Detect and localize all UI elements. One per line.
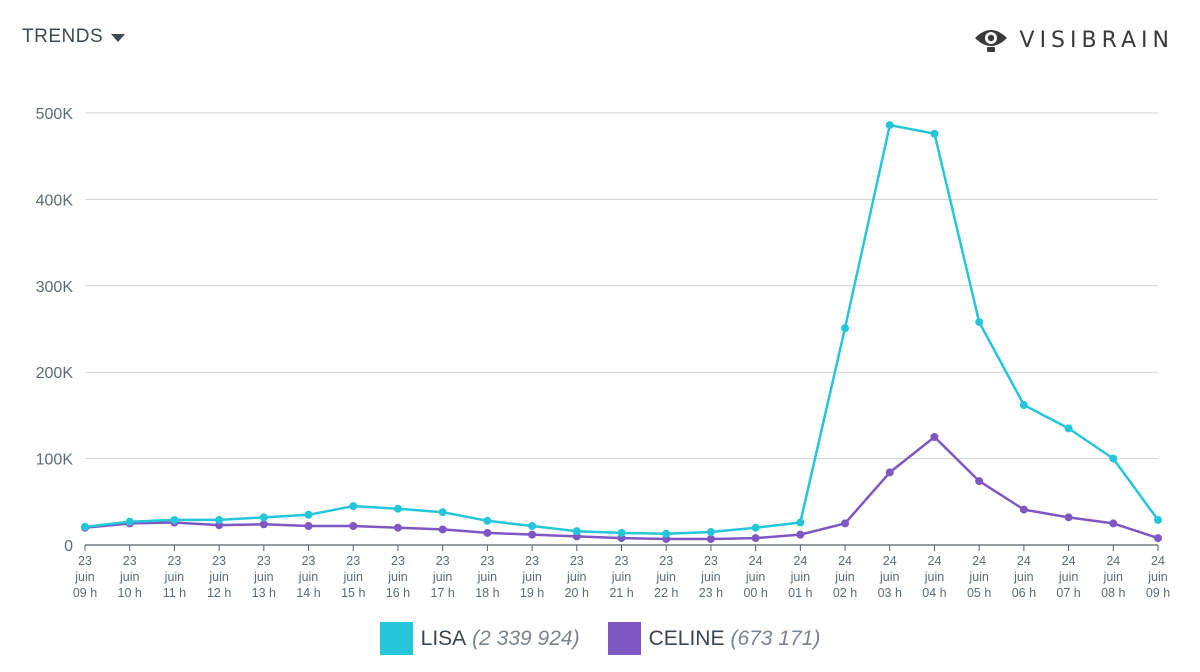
- x-tick-label: 24 juin 07 h: [1056, 554, 1080, 600]
- x-axis: 23 juin 09 h 23 juin 10 h 23 juin 11 h 23 juin 12 h…: [73, 545, 1170, 600]
- data-point-celine[interactable]: [975, 477, 984, 486]
- y-tick-label: 300K: [36, 279, 74, 296]
- legend-swatch-lisa: [379, 622, 413, 655]
- data-point-lisa[interactable]: [349, 502, 358, 511]
- x-tick-label: 23 juin 13 h: [252, 554, 276, 600]
- y-tick-label: 500K: [36, 106, 74, 123]
- data-point-celine[interactable]: [528, 530, 537, 539]
- data-point-celine[interactable]: [304, 521, 313, 530]
- trend-line-chart: 0 100K 200K 300K 400K 500K 23 juin 09 h 23 juin 10…: [36, 106, 1171, 600]
- x-tick-label: 23 juin 11 h: [163, 554, 186, 600]
- x-tick-label: 24 juin 06 h: [1012, 554, 1036, 600]
- x-tick-label: 23 juin 09 h: [73, 554, 97, 600]
- series-line-lisa: [83, 123, 1160, 536]
- series-layer: [81, 121, 1162, 543]
- data-point-lisa[interactable]: [215, 515, 224, 524]
- data-point-celine[interactable]: [259, 520, 268, 529]
- data-point-lisa[interactable]: [483, 516, 492, 525]
- data-point-celine[interactable]: [930, 433, 939, 441]
- legend-item-lisa[interactable]: LISA (2 339 924): [379, 622, 580, 655]
- grid: [85, 112, 1158, 546]
- data-point-lisa[interactable]: [662, 529, 671, 538]
- x-tick-label: 23 juin 21 h: [609, 554, 633, 600]
- eye-icon: [974, 30, 1007, 52]
- x-tick-label: 23 juin 14 h: [296, 554, 320, 600]
- x-tick-label: 23 juin 22 h: [654, 554, 678, 600]
- data-point-celine[interactable]: [438, 525, 447, 534]
- data-point-lisa[interactable]: [1064, 424, 1073, 433]
- data-point-lisa[interactable]: [796, 518, 805, 527]
- data-point-lisa[interactable]: [125, 517, 134, 526]
- x-tick-label: 23 juin 12 h: [207, 554, 231, 600]
- data-point-lisa[interactable]: [1154, 515, 1162, 524]
- x-tick-label: 23 juin 17 h: [430, 554, 454, 600]
- x-tick-label: 23 juin 23 h: [699, 554, 723, 600]
- y-tick-label: 400K: [36, 192, 74, 209]
- x-tick-label: 23 juin 10 h: [118, 554, 142, 600]
- header: TRENDS VISIBRAIN: [0, 0, 1200, 80]
- x-tick-label: 23 juin 18 h: [475, 554, 499, 600]
- x-tick-label: 23 juin 15 h: [341, 554, 365, 600]
- data-point-celine[interactable]: [885, 468, 894, 477]
- data-point-lisa[interactable]: [751, 523, 760, 532]
- x-tick-label: 24 juin 09 h: [1146, 554, 1170, 600]
- brand-name: VISIBRAIN: [1019, 27, 1174, 53]
- data-point-lisa[interactable]: [1019, 401, 1028, 410]
- caret-down-icon: [111, 34, 126, 42]
- legend-name-celine: CELINE: [648, 626, 725, 650]
- trends-menu-label: TRENDS: [22, 26, 104, 47]
- data-point-lisa[interactable]: [1109, 454, 1118, 463]
- y-tick-label: 200K: [36, 365, 74, 382]
- data-point-lisa[interactable]: [572, 527, 581, 536]
- data-point-lisa[interactable]: [393, 504, 402, 513]
- legend-swatch-celine: [607, 622, 641, 655]
- trends-menu[interactable]: TRENDS: [22, 26, 126, 48]
- x-tick-label: 23 juin 20 h: [565, 554, 589, 600]
- data-point-lisa[interactable]: [438, 508, 447, 517]
- data-point-celine[interactable]: [1154, 534, 1162, 543]
- y-axis: 0 100K 200K 300K 400K 500K: [36, 106, 74, 555]
- brand-logo: VISIBRAIN: [974, 26, 1174, 54]
- data-point-lisa[interactable]: [304, 510, 313, 519]
- data-point-lisa[interactable]: [975, 318, 984, 327]
- series-line-celine: [83, 435, 1160, 541]
- data-point-lisa[interactable]: [706, 528, 715, 537]
- x-tick-label: 24 juin 04 h: [922, 554, 946, 600]
- legend-total-lisa: (2 339 924): [472, 626, 580, 650]
- x-tick-label: 24 juin 02 h: [833, 554, 857, 600]
- data-point-celine[interactable]: [393, 523, 402, 532]
- data-point-lisa[interactable]: [885, 121, 894, 130]
- data-point-celine[interactable]: [349, 521, 358, 530]
- y-tick-label: 100K: [36, 452, 74, 469]
- data-point-celine[interactable]: [483, 528, 492, 537]
- x-tick-label: 24 juin 03 h: [878, 554, 902, 600]
- data-point-celine[interactable]: [1064, 513, 1073, 522]
- legend-name-lisa: LISA: [420, 626, 467, 650]
- data-point-lisa[interactable]: [841, 324, 850, 333]
- x-tick-label: 24 juin 08 h: [1101, 554, 1125, 600]
- data-point-lisa[interactable]: [170, 515, 179, 524]
- data-point-lisa[interactable]: [528, 521, 537, 530]
- data-point-lisa[interactable]: [81, 522, 89, 531]
- legend-item-celine[interactable]: CELINE (673 171): [607, 622, 821, 655]
- x-tick-label: 23 juin 16 h: [386, 554, 410, 600]
- data-point-lisa[interactable]: [930, 129, 939, 138]
- y-tick-label: 0: [64, 538, 73, 555]
- data-point-lisa[interactable]: [617, 528, 626, 537]
- data-point-celine[interactable]: [751, 534, 760, 543]
- data-point-lisa[interactable]: [259, 513, 268, 522]
- data-point-celine[interactable]: [841, 519, 850, 528]
- data-point-celine[interactable]: [1109, 519, 1118, 528]
- x-tick-label: 24 juin 00 h: [743, 554, 767, 600]
- legend: LISA (2 339 924) CELINE (673 171): [0, 622, 1200, 655]
- data-point-celine[interactable]: [796, 530, 805, 539]
- legend-total-celine: (673 171): [730, 626, 821, 650]
- x-tick-label: 24 juin 01 h: [788, 554, 812, 600]
- data-point-celine[interactable]: [706, 534, 715, 543]
- x-tick-label: 23 juin 19 h: [520, 554, 544, 600]
- x-tick-label: 24 juin 05 h: [967, 554, 991, 600]
- data-point-celine[interactable]: [1019, 505, 1028, 514]
